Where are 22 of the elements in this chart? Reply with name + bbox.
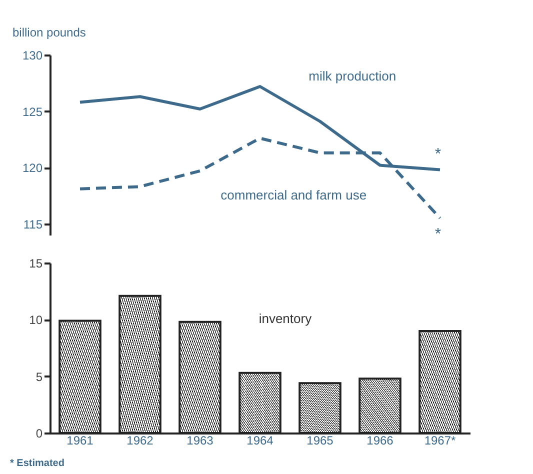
x-tick-label: 1964 <box>246 434 274 448</box>
y-tick-label: 15 <box>29 256 43 270</box>
x-tick-label: 1963 <box>186 434 214 448</box>
y-tick-label: 10 <box>29 313 43 328</box>
text: * Estimated <box>10 458 64 469</box>
x-tick-label: 1966 <box>366 434 394 448</box>
y-axis-title: billion pounds <box>12 26 86 40</box>
x-tick-label: 1962 <box>126 434 154 448</box>
y-tick-label: 120 <box>22 161 43 175</box>
y-tick-label: 115 <box>23 217 43 232</box>
text: milk production <box>308 68 396 84</box>
y-tick-label: 125 <box>22 104 43 119</box>
x-tick-label: 1961 <box>66 434 94 448</box>
y-tick-label: 5 <box>36 370 43 384</box>
annotation: * <box>434 146 442 163</box>
y-tick-label: 0 <box>36 426 43 440</box>
text: inventory <box>258 311 312 326</box>
y-tick-label: 130 <box>22 48 43 62</box>
x-tick-label: 1965 <box>306 434 334 448</box>
series-label: commercial and farm use <box>220 187 367 202</box>
x-tick-label: 1967* <box>424 434 456 448</box>
annotation: * <box>434 226 442 244</box>
